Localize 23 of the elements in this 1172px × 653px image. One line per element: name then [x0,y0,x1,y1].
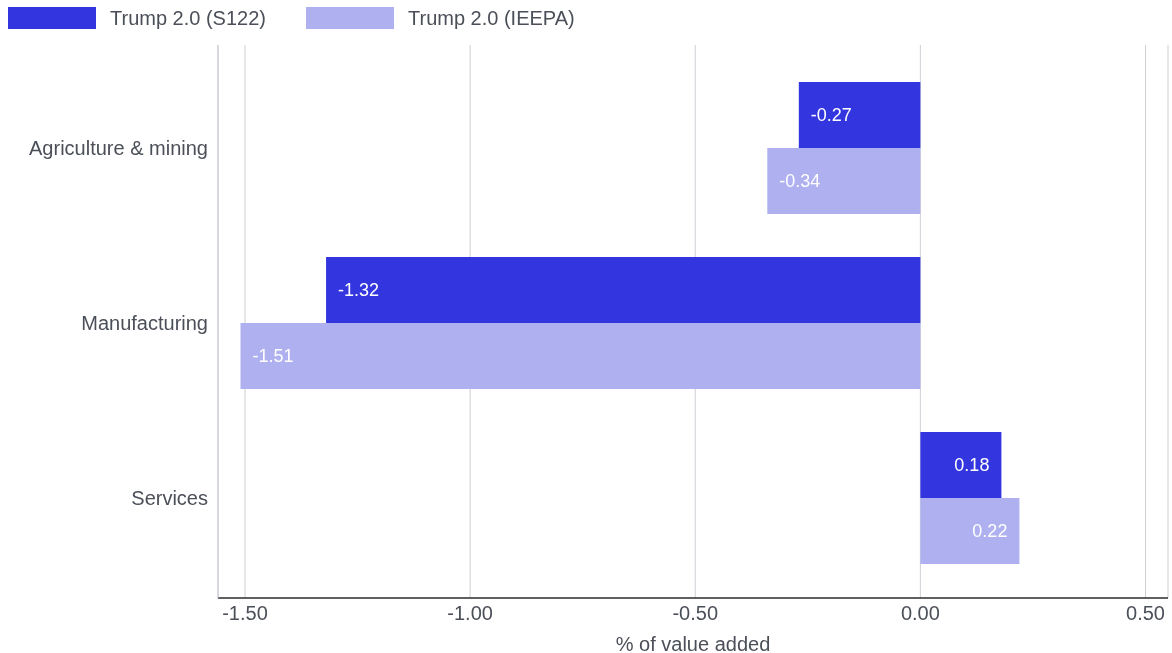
data-label: -0.34 [779,170,821,191]
bar [920,431,1002,498]
bar [798,81,921,148]
data-label: 0.22 [972,520,1008,541]
legend-label: Trump 2.0 (S122) [110,6,266,30]
legend-label: Trump 2.0 (IEEPA) [408,6,575,30]
x-axis-title: % of value added [615,633,771,653]
y-tick-label: Manufacturing [81,311,208,334]
y-tick-label: Agriculture & mining [29,136,208,159]
x-tick-label: 0.00 [900,602,940,625]
data-label: -0.27 [810,104,852,125]
data-label: 0.18 [954,454,990,475]
bar [767,147,921,214]
x-tick-label: -1.00 [447,602,493,625]
y-tick-label: Services [131,486,208,509]
bar [326,256,921,323]
x-tick-label: 0.50 [1126,602,1165,625]
x-tick-label: -0.50 [672,602,719,625]
x-tick-label: -1.50 [222,602,268,625]
bar [920,497,1020,564]
data-label: -1.51 [252,345,294,366]
data-label: -1.32 [338,279,380,300]
bar [240,322,921,389]
